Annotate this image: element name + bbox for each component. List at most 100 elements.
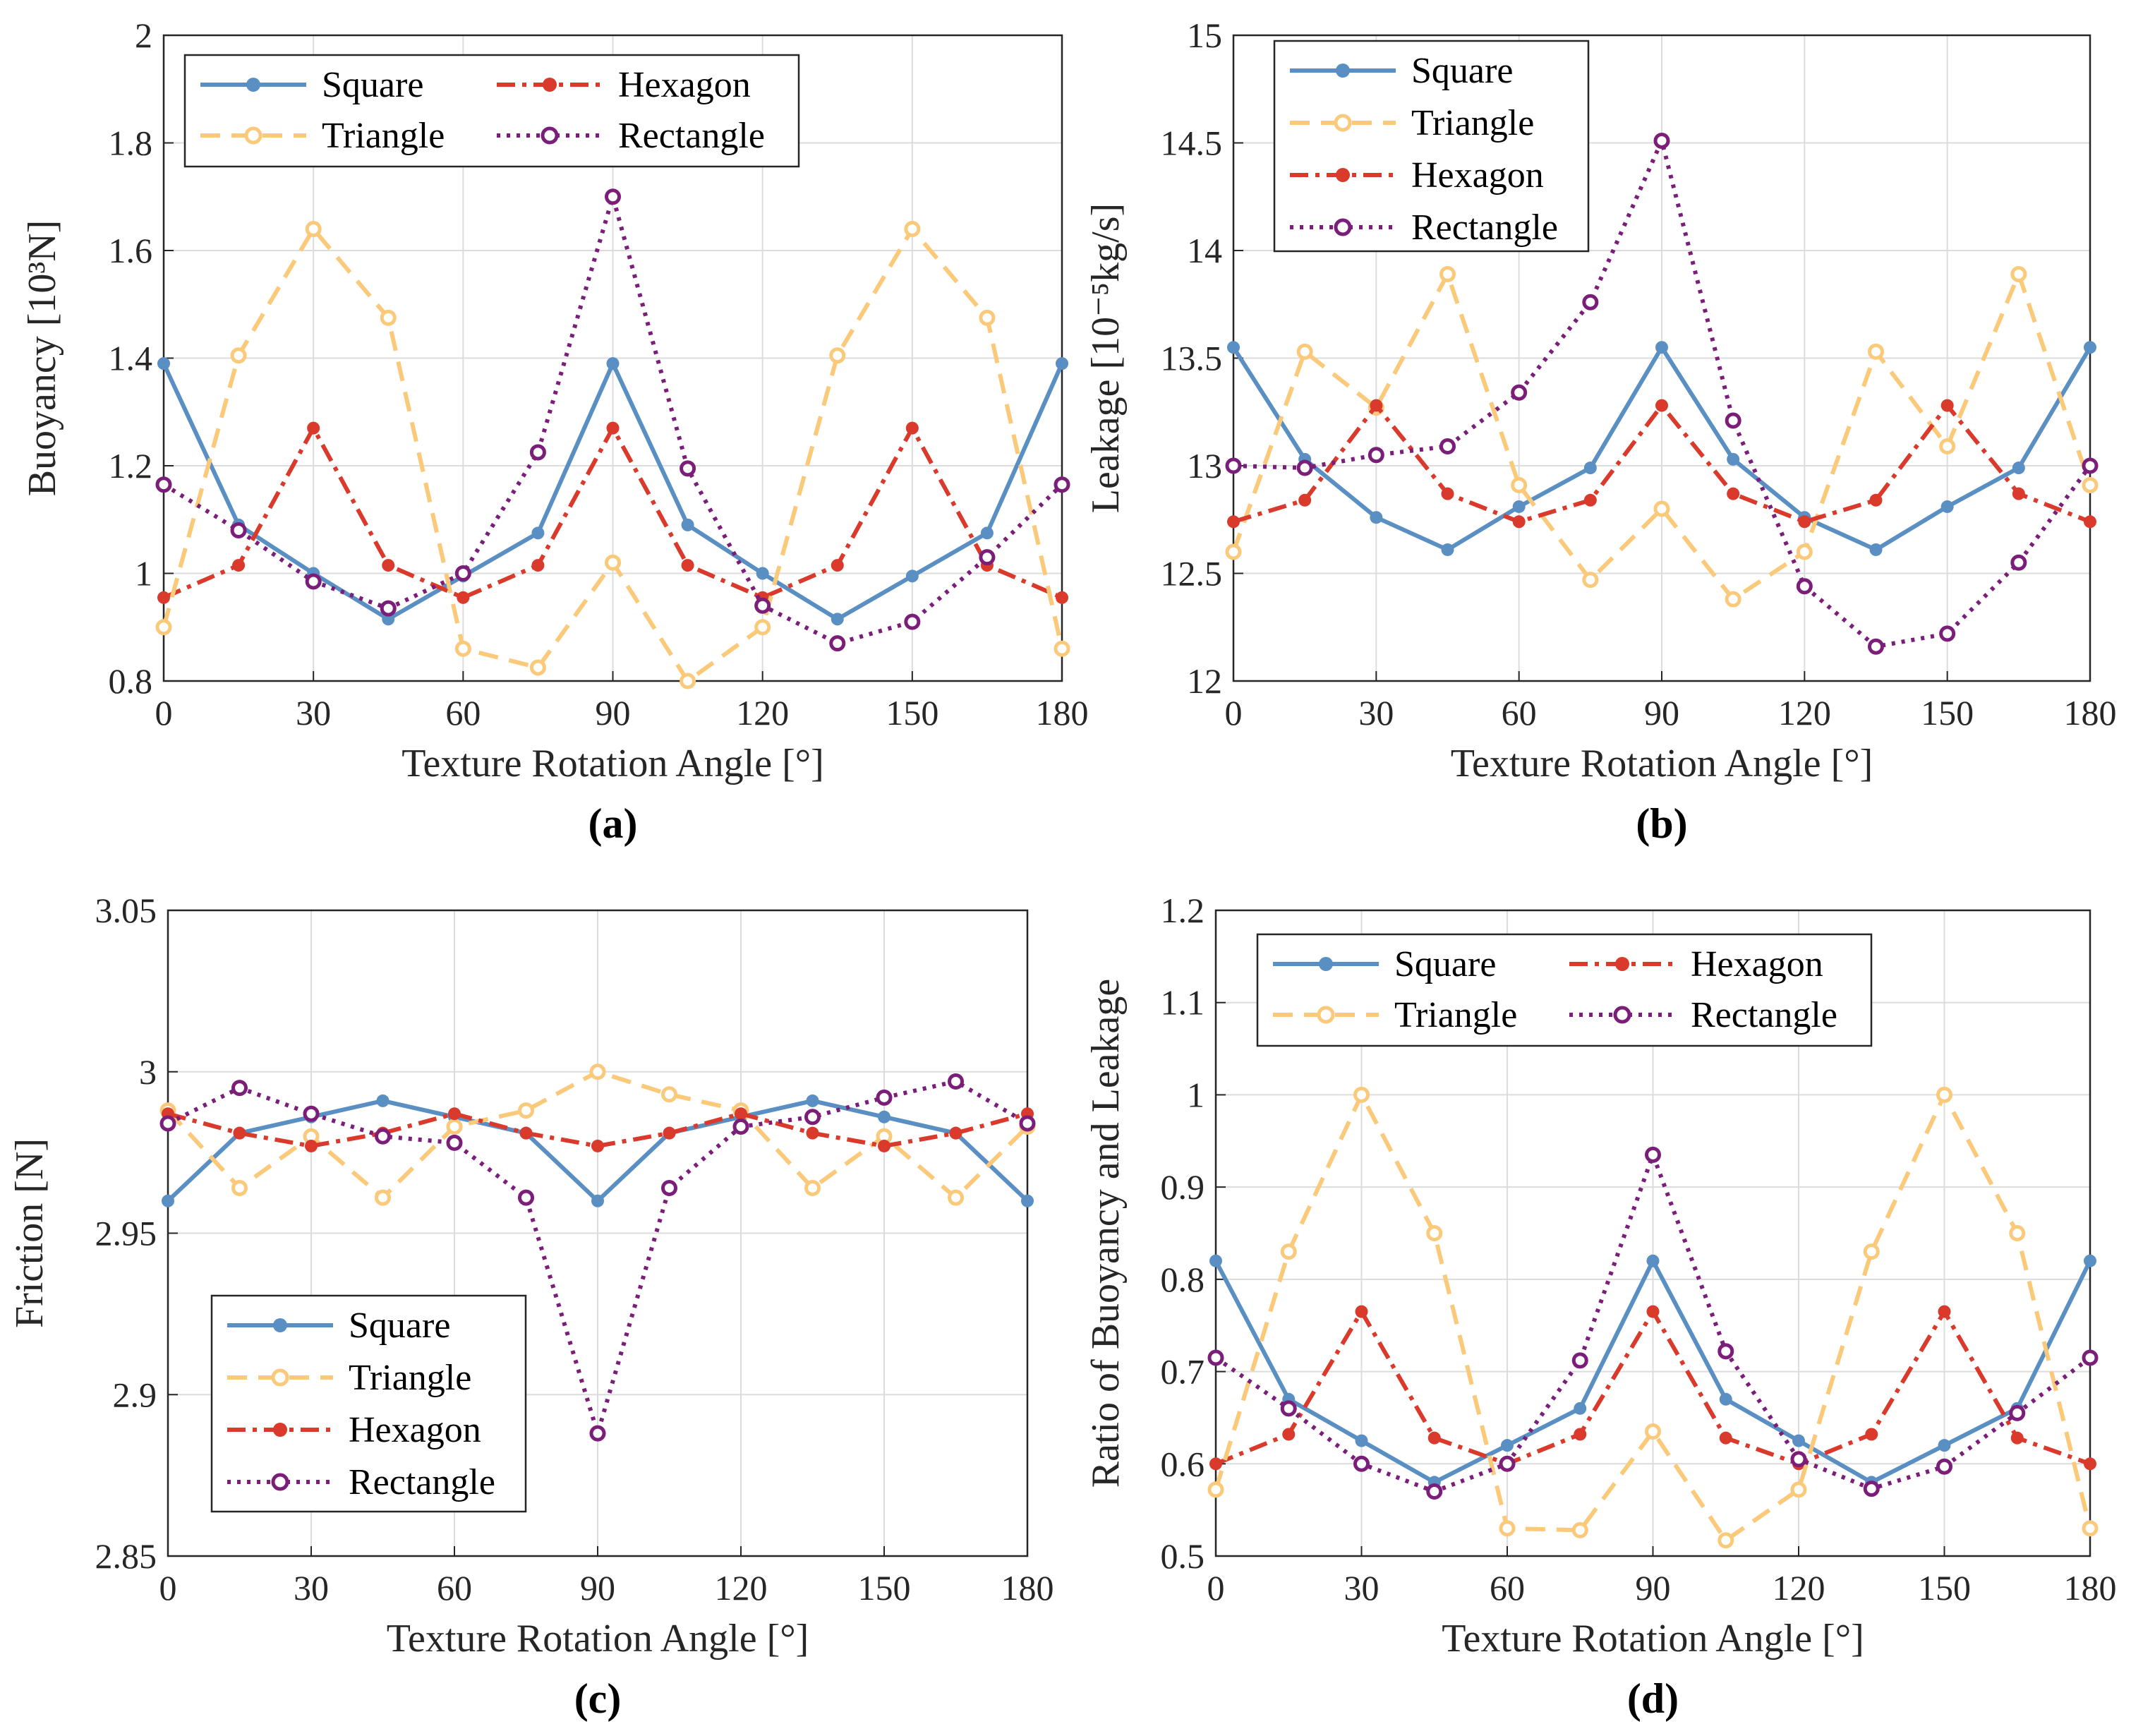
y-tick-label: 12.5	[1161, 554, 1223, 593]
data-point-hexagon	[1227, 515, 1240, 529]
x-tick-label: 30	[1358, 693, 1394, 733]
data-point-square	[681, 518, 694, 531]
data-point-triangle	[2010, 266, 2027, 283]
data-point-rectangle	[1645, 1146, 1661, 1163]
panel-caption: (a)	[588, 800, 638, 847]
data-point-rectangle	[1571, 1352, 1588, 1369]
x-tick-label: 0	[1207, 1568, 1225, 1608]
data-point-rectangle	[1582, 294, 1599, 311]
data-point-rectangle	[1499, 1455, 1516, 1472]
x-tick-label: 30	[296, 693, 331, 733]
data-point-rectangle	[1863, 1481, 1880, 1497]
y-tick-label: 2.95	[95, 1214, 157, 1253]
y-tick-label: 1.1	[1161, 983, 1205, 1023]
x-tick-label: 180	[2064, 693, 2117, 733]
series-square	[1209, 1254, 2096, 1489]
data-point-triangle	[1725, 591, 1741, 608]
legend-marker-triangle	[244, 126, 262, 145]
x-tick-label: 120	[736, 693, 789, 733]
y-tick-label: 1.2	[109, 446, 153, 486]
data-point-hexagon	[382, 559, 395, 572]
data-point-rectangle	[231, 1080, 248, 1097]
x-tick-label: 120	[1778, 693, 1831, 733]
data-point-triangle	[1936, 1086, 1952, 1103]
data-point-square	[157, 357, 170, 370]
x-axis-label: Texture Rotation Angle [°]	[1451, 742, 1873, 785]
legend-marker-rectangle	[271, 1473, 289, 1491]
y-tick-label: 1	[1187, 1075, 1205, 1114]
legend-marker-hexagon	[1615, 957, 1629, 971]
y-tick-label: 12	[1187, 661, 1222, 701]
legend-box	[183, 54, 800, 168]
legend: Square Hexagon Triangle Rectangle	[1256, 933, 1873, 1047]
y-tick-label: 1.8	[109, 123, 153, 163]
data-point-hexagon	[305, 1139, 318, 1152]
data-point-hexagon	[2012, 487, 2025, 500]
data-point-square	[2084, 341, 2096, 354]
legend-marker-square	[273, 1318, 287, 1332]
data-point-square	[1719, 1392, 1732, 1406]
data-point-triangle	[829, 347, 846, 364]
data-point-hexagon	[1370, 399, 1383, 412]
data-point-triangle	[2082, 476, 2099, 493]
data-point-hexagon	[1940, 399, 1954, 412]
data-point-square	[1441, 543, 1454, 556]
data-point-triangle	[231, 1179, 248, 1196]
legend-label-triangle: Triangle	[322, 116, 445, 156]
data-point-rectangle	[1353, 1455, 1370, 1472]
data-point-hexagon	[1441, 487, 1454, 500]
series-triangle	[1207, 1086, 2099, 1549]
data-point-square	[531, 526, 545, 540]
data-point-rectangle	[303, 1105, 320, 1122]
data-point-hexagon	[1938, 1305, 1951, 1318]
x-tick-label: 180	[2064, 1568, 2117, 1608]
data-point-hexagon	[531, 559, 545, 572]
data-point-triangle	[1511, 476, 1528, 493]
data-point-triangle	[1353, 1086, 1370, 1103]
data-point-rectangle	[1296, 459, 1313, 476]
data-point-square	[376, 1094, 390, 1107]
x-tick-label: 30	[1344, 1568, 1380, 1608]
data-point-rectangle	[305, 573, 322, 590]
data-point-triangle	[661, 1086, 677, 1103]
legend-label-square: Square	[1411, 51, 1513, 91]
x-axis-label: Texture Rotation Angle [°]	[1442, 1617, 1864, 1660]
data-point-hexagon	[949, 1126, 962, 1140]
legend-label-rectangle: Rectangle	[1411, 207, 1558, 248]
data-point-hexagon	[1583, 493, 1597, 507]
data-point-rectangle	[732, 1119, 749, 1135]
data-point-hexagon	[1056, 591, 1068, 604]
y-tick-label: 1.6	[109, 231, 153, 270]
data-point-hexagon	[232, 559, 246, 572]
data-point-triangle	[605, 554, 621, 571]
data-point-triangle	[1054, 640, 1070, 657]
data-point-triangle	[1718, 1532, 1734, 1549]
data-point-rectangle	[876, 1089, 893, 1106]
series-rectangle	[159, 1073, 1036, 1442]
data-point-hexagon	[806, 1126, 819, 1140]
legend-marker-hexagon	[543, 78, 557, 92]
data-point-rectangle	[1796, 578, 1813, 595]
data-point-rectangle	[2082, 457, 2099, 474]
series-triangle	[155, 221, 1070, 689]
legend-label-rectangle: Rectangle	[618, 116, 765, 156]
legend-marker-rectangle	[1334, 218, 1352, 236]
y-tick-label: 14.5	[1161, 123, 1223, 163]
data-point-triangle	[1207, 1481, 1224, 1498]
data-point-square	[806, 1094, 819, 1107]
data-point-hexagon	[1282, 1428, 1296, 1441]
data-point-square	[1583, 462, 1597, 475]
data-point-rectangle	[1439, 438, 1456, 455]
data-point-square	[756, 567, 769, 580]
y-tick-label: 0.7	[1161, 1352, 1205, 1392]
data-point-triangle	[230, 347, 247, 364]
data-point-rectangle	[1511, 384, 1528, 401]
data-point-triangle	[1571, 1521, 1588, 1538]
data-point-hexagon	[831, 559, 844, 572]
legend-marker-triangle	[1317, 1006, 1335, 1024]
legend-marker-square	[246, 78, 260, 92]
data-point-triangle	[446, 1119, 463, 1135]
data-point-hexagon	[1869, 493, 1883, 507]
data-point-square	[1792, 1434, 1805, 1447]
